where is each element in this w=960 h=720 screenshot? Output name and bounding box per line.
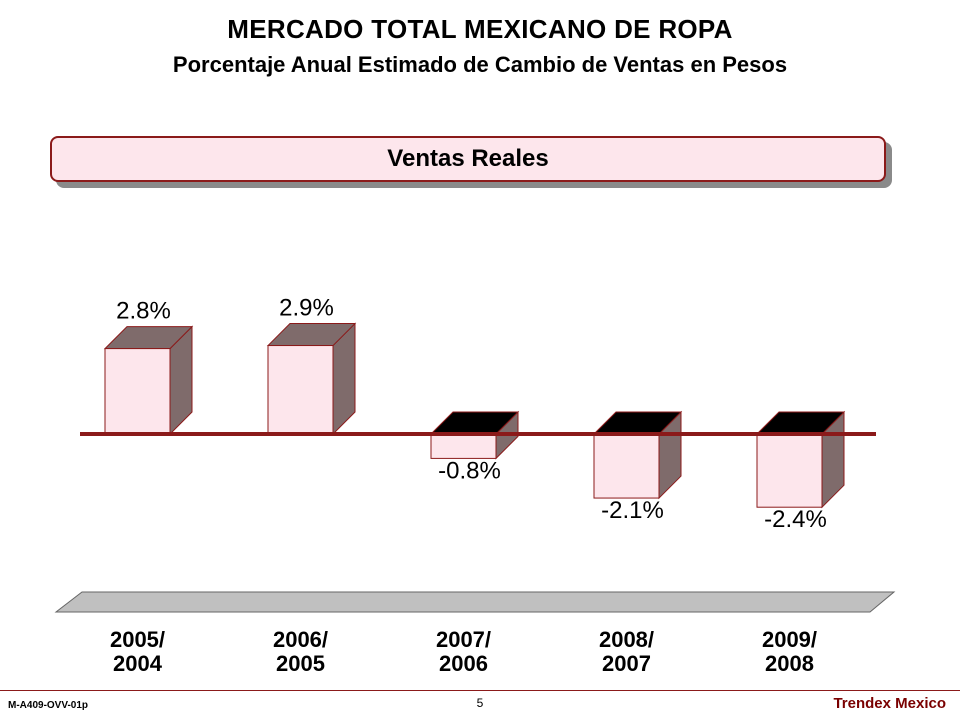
bar: [592, 410, 683, 500]
category-label-line: 2005: [276, 651, 325, 676]
bar: [755, 410, 846, 509]
category-label-line: 2008: [765, 651, 814, 676]
category-label-line: 2006/: [272, 627, 329, 652]
bar: [266, 322, 357, 436]
value-label: -0.8%: [438, 457, 501, 484]
chart-title-label: Ventas Reales: [387, 145, 549, 172]
category-label: 2009/2008: [730, 628, 850, 676]
value-label: 2.8%: [116, 298, 171, 325]
chart-floor: [54, 591, 896, 613]
category-label-line: 2005/: [109, 627, 166, 652]
category-label: 2007/2006: [404, 628, 524, 676]
document-code: M-A409-OVV-01p: [8, 700, 89, 711]
category-label-line: 2007/: [435, 627, 492, 652]
category-label-line: 2006: [439, 651, 488, 676]
brand-name: Trendex Mexico: [833, 695, 946, 712]
page-title: MERCADO TOTAL MEXICANO DE ROPA: [227, 14, 733, 44]
category-label: 2006/2005: [241, 628, 361, 676]
page-subtitle: Porcentaje Anual Estimado de Cambio de V…: [172, 52, 788, 77]
chart-title-banner: Ventas Reales: [50, 136, 886, 182]
bar: [429, 410, 520, 460]
bar-front: [267, 345, 334, 435]
bar: [103, 325, 194, 436]
bar-group: [103, 322, 846, 509]
value-label: -2.4%: [764, 506, 827, 533]
category-label: 2008/2007: [567, 628, 687, 676]
bar-front: [104, 348, 171, 435]
bar-front: [593, 433, 660, 499]
category-label-line: 2007: [602, 651, 651, 676]
value-label-group: 2.8% 2.9% -0.8% -2.1% -2.4%: [116, 295, 827, 534]
category-label-line: 2004: [113, 651, 162, 676]
footer-divider: [0, 690, 960, 691]
value-label: -2.1%: [601, 497, 664, 524]
value-label: 2.9%: [279, 295, 334, 322]
category-label-line: 2008/: [598, 627, 655, 652]
bar-front: [430, 433, 497, 459]
page-number: 5: [476, 696, 484, 710]
bar-front: [756, 433, 823, 508]
category-label: 2005/2004: [78, 628, 198, 676]
category-label-line: 2009/: [761, 627, 818, 652]
